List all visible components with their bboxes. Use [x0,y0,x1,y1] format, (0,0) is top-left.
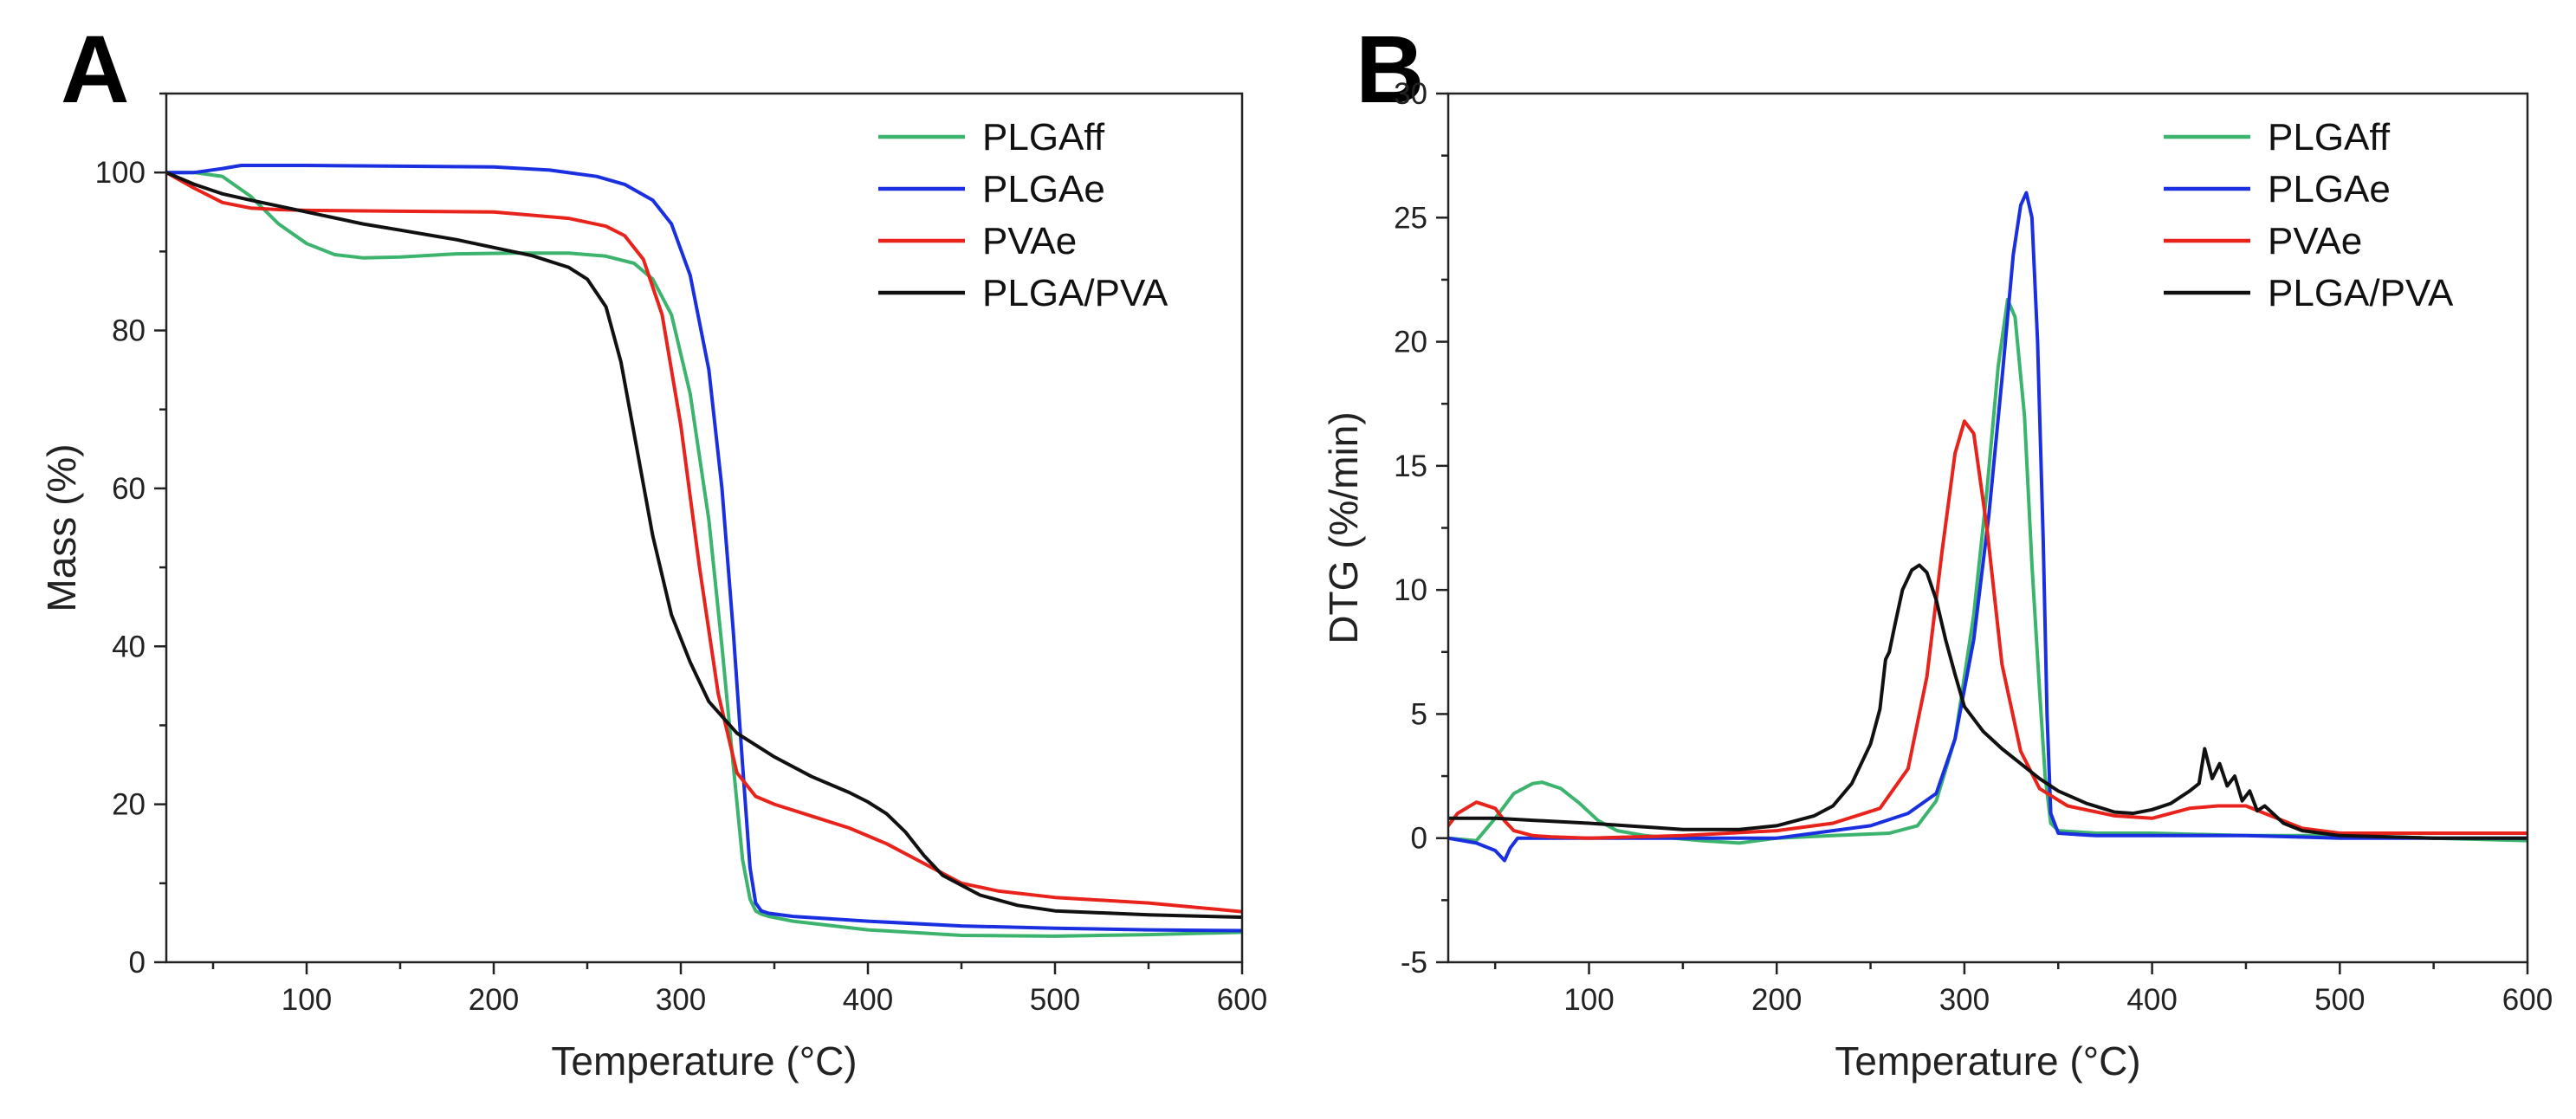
x-tick-label: 500 [1030,983,1080,1017]
series-line-plga-pva [166,171,1242,919]
y-tick-label: 80 [112,314,146,348]
x-tick-label: 300 [656,983,706,1017]
x-tick-label: 200 [1751,983,1802,1017]
x-tick-label: 200 [469,983,519,1017]
legend-label-plga-pva: PLGA/PVA [2268,272,2454,314]
legend-label-plga-pva: PLGA/PVA [982,272,1168,314]
series-lines [1448,191,2527,863]
series-line-plga-pva [1448,563,2527,840]
y-tick-label: 100 [95,156,146,190]
y-tick-label: 40 [112,630,146,663]
series-lines [166,164,1242,938]
x-tick-label: 100 [282,983,332,1017]
x-axis-title: Temperature (°C) [551,1038,857,1083]
legend-label-plgae: PLGAe [2268,168,2391,210]
legend-label-pvae: PVAe [982,220,1077,262]
series-line-plgaff [166,171,1242,938]
plot-frame [165,92,1244,964]
x-tick-label: 400 [843,983,893,1017]
y-tick-label: 10 [1394,573,1427,607]
y-tick-label: 25 [1394,201,1427,235]
y-axis-title: DTG (%/min) [1321,411,1366,644]
y-tick-label: 0 [129,946,146,980]
x-tick-label: 100 [1563,983,1614,1017]
y-tick-label: 20 [112,788,146,822]
y-tick-label: 15 [1394,450,1427,483]
y-tick-label: 30 [1394,77,1427,111]
y-tick-label: 60 [112,472,146,506]
y-tick-label: 5 [1411,697,1427,731]
legend-label-plgae: PLGAe [982,168,1105,210]
series-line-plgae [166,164,1242,933]
series-line-pvae [1448,419,2527,840]
legend-label-plgaff: PLGAff [2268,116,2391,158]
legend-label-plgaff: PLGAff [982,116,1105,158]
series-line-plgae [1448,191,2527,863]
x-tick-label: 400 [2126,983,2177,1017]
x-tick-label: 500 [2314,983,2365,1017]
x-tick-label: 300 [1939,983,1990,1017]
y-tick-label: -5 [1401,946,1427,980]
panel-letter: B [1356,16,1424,123]
x-axis-title: Temperature (°C) [1835,1038,2140,1083]
y-tick-label: 20 [1394,326,1427,359]
panel-b-dtg-chart: B 100 200 300 400 500 600 -5 0 5 10 15 20 25 30 Tempera… [1321,16,2553,1083]
panel-letter: A [61,16,129,123]
x-tick-label: 600 [1217,983,1267,1017]
y-tick-label: 0 [1411,822,1427,856]
panel-a-mass-chart: A 100 200 300 400 500 600 0 20 40 60 80 100 Temperatu… [39,16,1267,1083]
x-tick-label: 600 [2502,983,2553,1017]
series-line-plgaff [1448,297,2527,845]
legend-label-pvae: PVAe [2268,220,2362,262]
y-axis-title: Mass (%) [39,443,84,611]
